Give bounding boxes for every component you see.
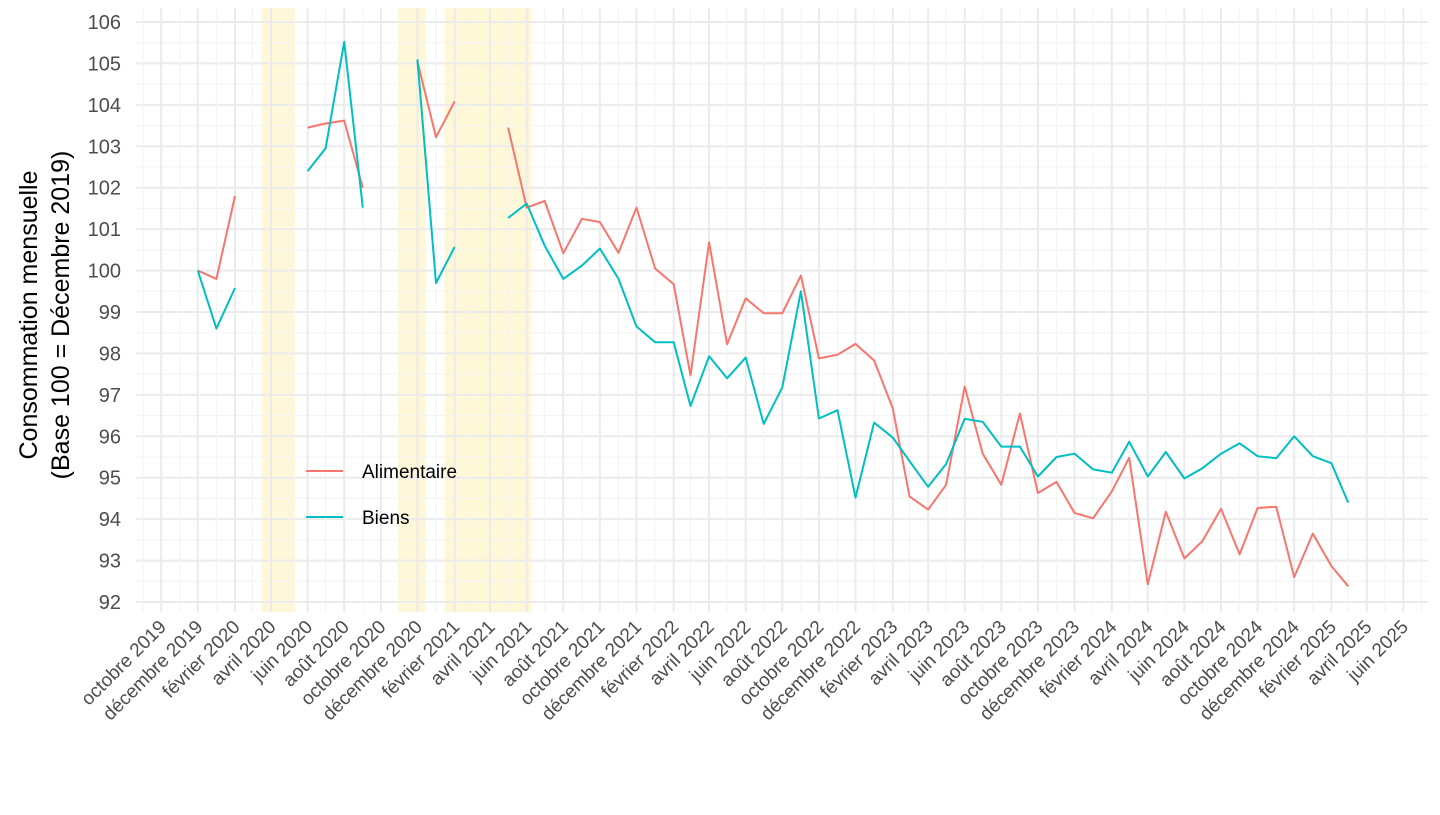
- y-tick-label: 92: [99, 592, 121, 614]
- series-line-biens-segment-1: [196, 270, 236, 330]
- series-line-biens-segment-3: [416, 59, 456, 284]
- y-axis-title-line1: Consommation mensuelle: [15, 170, 43, 459]
- legend-label-biens: Biens: [362, 508, 410, 529]
- shaded-period-1: [262, 8, 296, 612]
- y-axis-tick-labels: 92 93 94 95 96 97 98 99 100 101 102 103 104 105 106: [88, 12, 121, 614]
- y-tick-label: 100: [88, 261, 121, 283]
- series-line-biens-segment-4: [507, 202, 1350, 503]
- y-tick-label: 93: [99, 551, 121, 573]
- series-line-alimentaire-segment-1: [197, 195, 236, 280]
- y-tick-label: 99: [99, 302, 121, 324]
- y-tick-label: 95: [99, 468, 121, 490]
- y-tick-label: 106: [88, 12, 121, 34]
- series-line-alimentaire-segment-2: [307, 119, 364, 188]
- series-line-biens-segment-2: [306, 40, 364, 208]
- series-line-alimentaire-segment-3: [416, 61, 456, 139]
- legend: Alimentaire Biens: [306, 462, 457, 529]
- y-tick-label: 103: [88, 136, 121, 158]
- legend-label-alimentaire: Alimentaire: [362, 462, 457, 483]
- y-tick-label: 94: [99, 509, 121, 531]
- y-tick-label: 105: [88, 53, 121, 75]
- y-tick-label: 102: [88, 178, 121, 200]
- y-tick-label: 101: [88, 219, 121, 241]
- y-tick-label: 98: [99, 343, 121, 365]
- y-axis-title-line2: (Base 100 = Décembre 2019): [47, 151, 75, 480]
- grid-lines: [136, 8, 1428, 612]
- y-tick-label: 104: [88, 95, 121, 117]
- y-tick-label: 96: [99, 426, 121, 448]
- series-lines: [196, 40, 1350, 587]
- y-tick-label: 97: [99, 385, 121, 407]
- shaded-period-3: [444, 8, 532, 612]
- series-line-alimentaire-segment-4: [507, 127, 1349, 587]
